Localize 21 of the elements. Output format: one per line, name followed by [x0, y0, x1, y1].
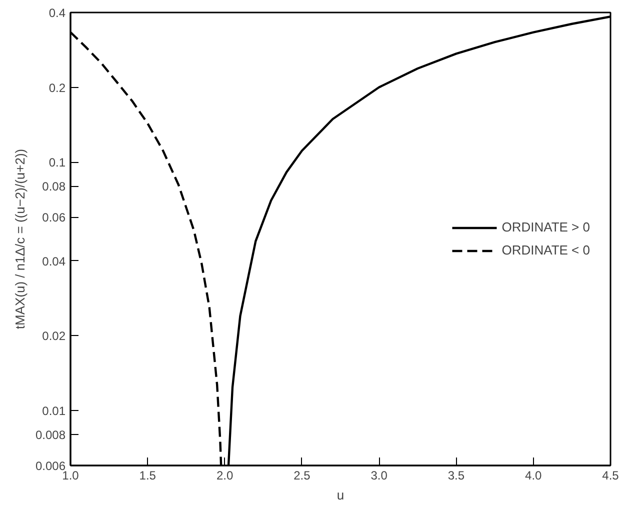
x-tick-label: 2.0 [216, 468, 234, 482]
legend-label: ORDINATE > 0 [502, 220, 590, 234]
y-axis-title: tMAX(u) / n1Δ/c = ((u−2)/(u+2)) [12, 148, 28, 330]
x-tick-label: 1.5 [139, 468, 156, 482]
y-tick-label: 0.2 [48, 80, 66, 95]
x-tick-label: 4.0 [525, 468, 542, 482]
x-tick-label: 3.5 [448, 468, 465, 482]
x-tick-label: 1.0 [62, 468, 80, 482]
legend-label: ORDINATE < 0 [502, 242, 590, 258]
y-tick-label: 0.02 [42, 329, 66, 344]
x-tick-label: 3.0 [370, 468, 388, 482]
x-axis-title: u [336, 488, 344, 502]
y-tick-label: 0.1 [48, 156, 66, 170]
y-tick-label: 0.008 [35, 428, 66, 442]
x-tick-label: 2.5 [294, 468, 311, 482]
x-tick-label: 4.5 [602, 468, 620, 482]
y-tick-label: 0.08 [42, 180, 66, 194]
y-tick-label: 0.06 [42, 210, 66, 225]
y-tick-label: 0.04 [42, 254, 66, 268]
y-tick-label: 0.01 [42, 404, 66, 418]
y-tick-label: 0.4 [48, 6, 66, 20]
